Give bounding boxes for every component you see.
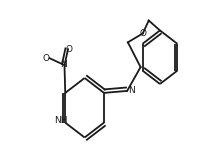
Text: O: O	[140, 29, 147, 38]
Text: NH: NH	[55, 116, 68, 125]
Text: O: O	[43, 54, 50, 63]
Text: N: N	[128, 86, 135, 95]
Text: O: O	[65, 45, 73, 54]
Text: N: N	[60, 60, 67, 69]
